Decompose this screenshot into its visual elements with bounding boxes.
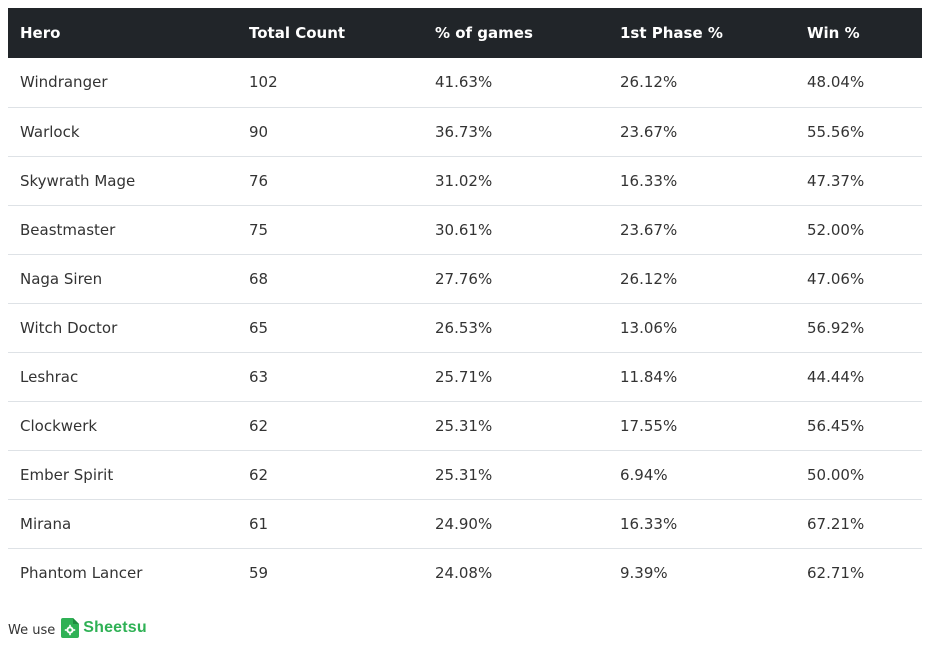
cell-win-percent: 52.00% (807, 220, 865, 239)
table-row: Beastmaster 75 30.61% 23.67% 52.00% (8, 205, 922, 254)
cell-total-count: 102 (249, 73, 278, 92)
cell-win-percent: 62.71% (807, 563, 865, 582)
cell-win-percent: 56.45% (807, 416, 865, 435)
cell-hero: Warlock (20, 122, 80, 141)
table-body: Windranger 102 41.63% 26.12% 48.04% Warlock 90… (8, 58, 922, 597)
cell-hero: Witch Doctor (20, 318, 118, 337)
cell-percent-games: 41.63% (435, 73, 493, 92)
cell-win-percent: 48.04% (807, 73, 865, 92)
hero-stats-table: Hero Total Count % of games 1st Phase % … (8, 8, 922, 597)
cell-win-percent: 47.06% (807, 269, 865, 288)
cell-hero: Windranger (20, 73, 108, 92)
cell-total-count: 62 (249, 465, 269, 484)
table-row: Leshrac 63 25.71% 11.84% 44.44% (8, 352, 922, 401)
table-row: Clockwerk 62 25.31% 17.55% 56.45% (8, 401, 922, 450)
sheetsu-logo-icon (61, 618, 80, 638)
cell-first-phase: 6.94% (620, 465, 668, 484)
table-row: Naga Siren 68 27.76% 26.12% 47.06% (8, 254, 922, 303)
cell-win-percent: 56.92% (807, 318, 865, 337)
sheetsu-link[interactable]: Sheetsu (61, 618, 147, 638)
header-percent-games: % of games (435, 24, 533, 42)
header-row: Hero Total Count % of games 1st Phase % … (8, 8, 922, 58)
header-total-count: Total Count (249, 24, 346, 42)
table-header: Hero Total Count % of games 1st Phase % … (8, 8, 922, 58)
data-table-container: Hero Total Count % of games 1st Phase % … (8, 8, 922, 597)
cell-first-phase: 23.67% (620, 122, 678, 141)
cell-percent-games: 27.76% (435, 269, 493, 288)
header-win-percent: Win % (807, 24, 860, 42)
cell-hero: Phantom Lancer (20, 563, 143, 582)
cell-total-count: 90 (249, 122, 269, 141)
footer-prefix: We use (8, 622, 56, 638)
header-first-phase: 1st Phase % (620, 24, 723, 42)
footer: We use Sheetsu (8, 614, 147, 642)
cell-percent-games: 25.71% (435, 367, 493, 386)
cell-total-count: 68 (249, 269, 269, 288)
table-row: Phantom Lancer 59 24.08% 9.39% 62.71% (8, 548, 922, 597)
cell-first-phase: 16.33% (620, 171, 678, 190)
cell-percent-games: 25.31% (435, 465, 493, 484)
sheetsu-brand-name: Sheetsu (83, 619, 147, 636)
table-row: Windranger 102 41.63% 26.12% 48.04% (8, 58, 922, 107)
cell-hero: Mirana (20, 514, 72, 533)
table-row: Witch Doctor 65 26.53% 13.06% 56.92% (8, 303, 922, 352)
table-row: Ember Spirit 62 25.31% 6.94% 50.00% (8, 450, 922, 499)
table-row: Skywrath Mage 76 31.02% 16.33% 47.37% (8, 156, 922, 205)
cell-first-phase: 9.39% (620, 563, 668, 582)
cell-total-count: 65 (249, 318, 269, 337)
cell-total-count: 62 (249, 416, 269, 435)
table-row: Warlock 90 36.73% 23.67% 55.56% (8, 107, 922, 156)
cell-first-phase: 26.12% (620, 73, 678, 92)
cell-win-percent: 50.00% (807, 465, 865, 484)
cell-win-percent: 44.44% (807, 367, 865, 386)
table-row: Mirana 61 24.90% 16.33% 67.21% (8, 499, 922, 548)
cell-first-phase: 23.67% (620, 220, 678, 239)
cell-hero: Skywrath Mage (20, 171, 136, 190)
cell-first-phase: 26.12% (620, 269, 678, 288)
cell-win-percent: 55.56% (807, 122, 865, 141)
cell-total-count: 61 (249, 514, 269, 533)
cell-total-count: 76 (249, 171, 269, 190)
cell-hero: Naga Siren (20, 269, 103, 288)
cell-hero: Ember Spirit (20, 465, 114, 484)
cell-hero: Leshrac (20, 367, 79, 386)
header-hero: Hero (20, 24, 61, 42)
cell-percent-games: 30.61% (435, 220, 493, 239)
cell-percent-games: 36.73% (435, 122, 493, 141)
cell-percent-games: 26.53% (435, 318, 493, 337)
cell-total-count: 59 (249, 563, 269, 582)
cell-first-phase: 16.33% (620, 514, 678, 533)
cell-first-phase: 13.06% (620, 318, 678, 337)
cell-percent-games: 24.08% (435, 563, 493, 582)
cell-percent-games: 24.90% (435, 514, 493, 533)
cell-hero: Beastmaster (20, 220, 116, 239)
cell-first-phase: 17.55% (620, 416, 678, 435)
cell-hero: Clockwerk (20, 416, 98, 435)
cell-win-percent: 67.21% (807, 514, 865, 533)
cell-percent-games: 25.31% (435, 416, 493, 435)
cell-win-percent: 47.37% (807, 171, 865, 190)
cell-first-phase: 11.84% (620, 367, 678, 386)
cell-total-count: 75 (249, 220, 269, 239)
cell-percent-games: 31.02% (435, 171, 493, 190)
cell-total-count: 63 (249, 367, 269, 386)
